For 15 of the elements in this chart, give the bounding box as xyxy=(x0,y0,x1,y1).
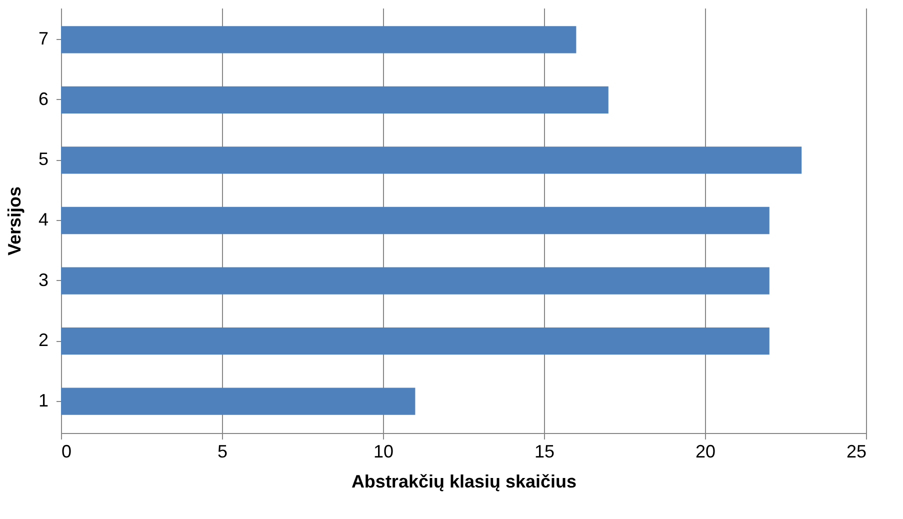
x-tick-label: 0 xyxy=(62,442,72,462)
x-tick-label: 10 xyxy=(373,442,394,462)
y-axis-title: Versijos xyxy=(4,186,24,256)
x-tick-label: 15 xyxy=(534,442,555,462)
y-tick-label: 3 xyxy=(38,270,48,290)
x-axis-title: Abstrakčių klasių skaičius xyxy=(351,472,577,492)
y-tick-label: 5 xyxy=(38,149,48,170)
y-tick-label: 6 xyxy=(38,88,48,109)
y-tick-label: 7 xyxy=(38,28,48,49)
y-tick-label: 1 xyxy=(38,390,48,410)
y-tick-label: 4 xyxy=(38,210,48,230)
y-tick-label: 2 xyxy=(38,330,48,350)
x-tick-label: 20 xyxy=(695,442,716,462)
x-tick-label: 25 xyxy=(846,442,866,462)
x-tick-label: 5 xyxy=(217,442,228,462)
